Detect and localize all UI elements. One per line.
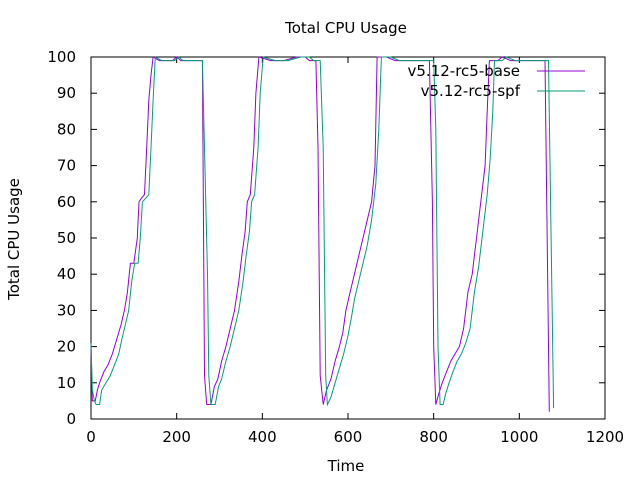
x-tick-label: 200 [162, 428, 191, 446]
y-tick-label: 30 [57, 301, 76, 319]
x-tick-label: 0 [86, 428, 96, 446]
legend-label-1: v5.12-rc5-spf [421, 82, 521, 100]
y-tick-label: 60 [57, 193, 76, 211]
axis-ticks: 0 200 400 600 800 1000 1200 0 10 20 30 40 50 60 70 80 90… [47, 48, 624, 446]
y-tick-label: 50 [57, 229, 76, 247]
plot-frame [90, 56, 606, 420]
x-tick-label: 1200 [586, 428, 624, 446]
y-tick-label: 70 [57, 157, 76, 175]
x-axis-label: Time [327, 457, 365, 475]
series-lines [90, 56, 555, 412]
y-tick-label: 40 [57, 265, 76, 283]
series-line-0 [90, 56, 550, 412]
series-line-1 [90, 56, 555, 409]
legend-label-0: v5.12-rc5-base [408, 62, 521, 80]
x-tick-label: 400 [248, 428, 277, 446]
y-tick-label: 90 [57, 84, 76, 102]
y-tick-label: 20 [57, 338, 76, 356]
chart-title: Total CPU Usage [284, 19, 407, 37]
y-tick-label: 100 [47, 48, 76, 66]
y-tick-label: 0 [66, 410, 76, 428]
x-tick-label: 800 [419, 428, 448, 446]
x-tick-label: 1000 [500, 428, 538, 446]
y-axis-label: Total CPU Usage [5, 178, 23, 301]
legend: v5.12-rc5-base v5.12-rc5-spf [408, 62, 585, 100]
y-tick-label: 80 [57, 120, 76, 138]
x-tick-label: 600 [334, 428, 363, 446]
y-tick-label: 10 [57, 374, 76, 392]
